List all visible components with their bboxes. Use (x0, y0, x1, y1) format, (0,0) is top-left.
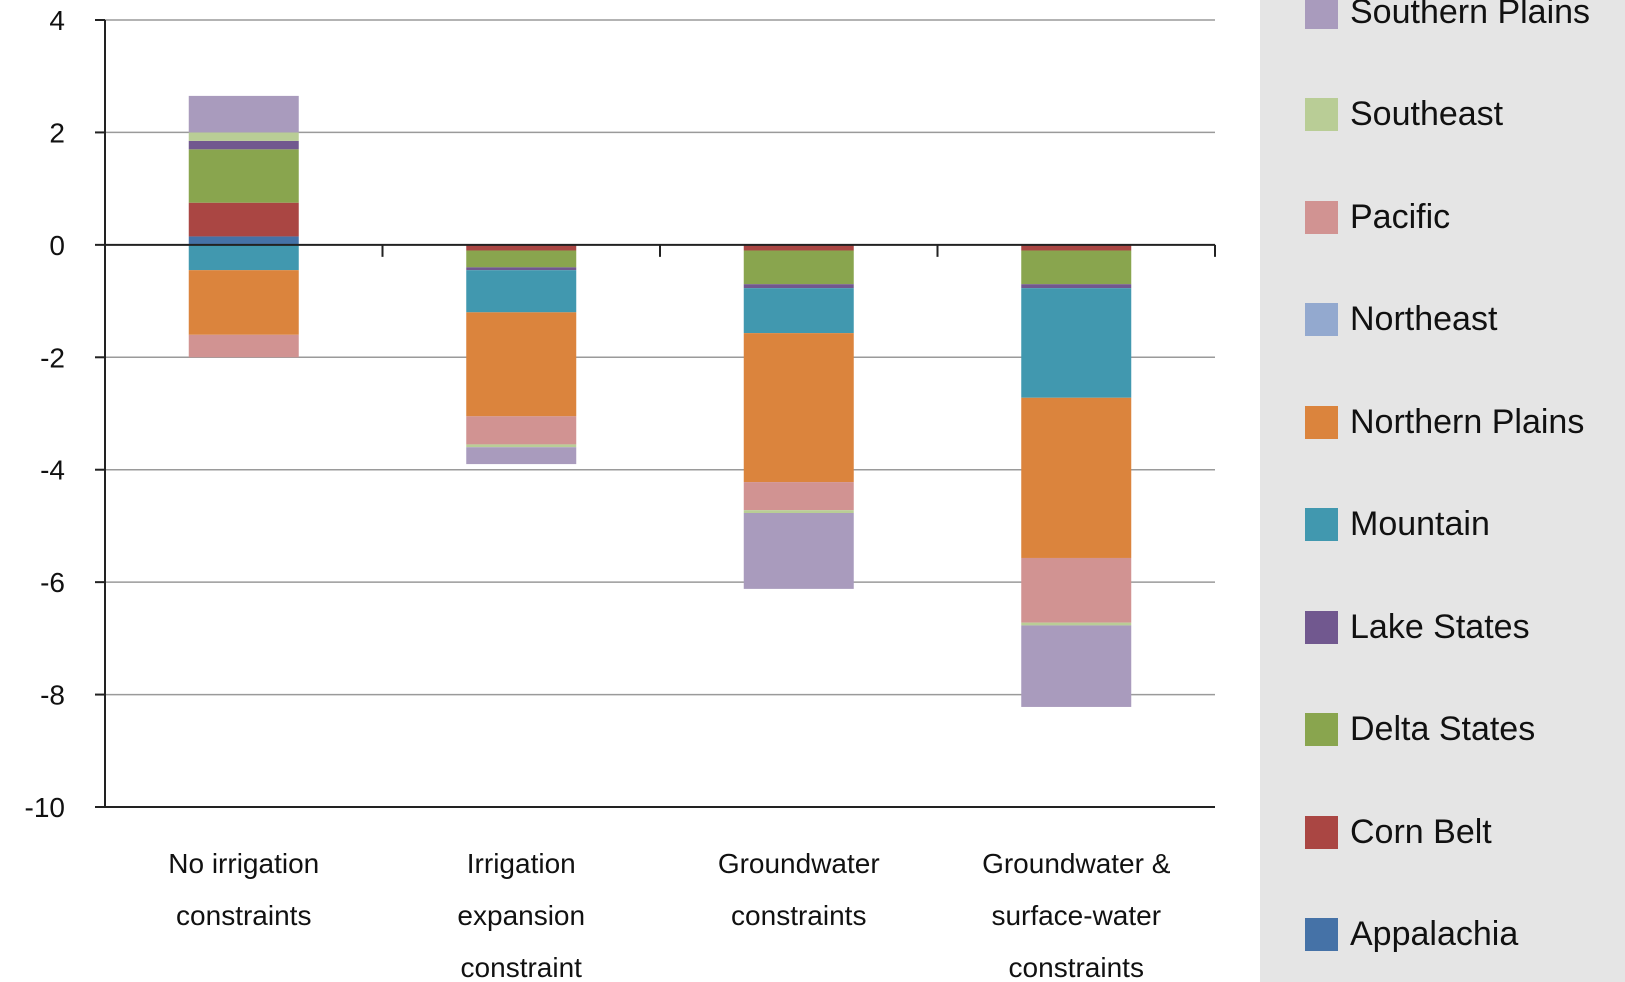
legend-item-delta-states: Delta States (1305, 710, 1535, 750)
bar-segment-southern-plains (1021, 625, 1132, 707)
x-category-label: expansion (457, 900, 585, 931)
y-tick-label: -10 (25, 792, 65, 823)
legend-item-pacific: Pacific (1305, 197, 1450, 237)
bar-segment-lake-states (188, 140, 299, 150)
x-category-label: constraints (176, 900, 311, 931)
bar-segment-lake-states (1021, 284, 1132, 289)
bar-segment-corn-belt (188, 202, 299, 237)
bar-segment-northern-plains (188, 270, 299, 335)
legend-label: Northern Plains (1350, 402, 1585, 441)
legend-swatch (1305, 98, 1338, 131)
legend: Southern Plains Southeast Pacific Northeast… (1260, 0, 1625, 982)
bar-segment-pacific (1021, 557, 1132, 623)
bar-segment-southern-plains (188, 95, 299, 133)
x-category-label: constraints (1009, 952, 1144, 982)
bar-segment-pacific (743, 482, 854, 511)
bar-segment-pacific (188, 334, 299, 358)
legend-swatch (1305, 918, 1338, 951)
bar-segment-lake-states (743, 284, 854, 289)
legend-label: Lake States (1350, 607, 1530, 646)
legend-item-mountain: Mountain (1305, 505, 1490, 545)
legend-item-northeast: Northeast (1305, 300, 1497, 340)
legend-label: Appalachia (1350, 915, 1519, 953)
bar-segment-northern-plains (1021, 397, 1132, 558)
bar-segment-mountain (1021, 288, 1132, 398)
y-tick-label: 0 (49, 230, 65, 261)
legend-label: Delta States (1350, 710, 1536, 748)
legend-item-southern-plains: Southern Plains (1305, 0, 1590, 32)
bar-segment-delta-states (188, 149, 299, 203)
bar-segment-mountain (188, 244, 299, 271)
legend-swatch (1305, 713, 1338, 746)
y-tick-label: -8 (40, 680, 65, 711)
bar-segment-southeast (188, 132, 299, 141)
bar-segment-mountain (743, 288, 854, 334)
bar-segment-mountain (466, 270, 577, 313)
bar-segment-southern-plains (466, 447, 577, 465)
legend-item-corn-belt: Corn Belt (1305, 812, 1492, 852)
bar-segment-corn-belt (1021, 244, 1132, 251)
bar-segment-southeast (743, 510, 854, 513)
y-tick-label: 2 (49, 117, 65, 148)
bar-segment-pacific (466, 416, 577, 445)
bar-segment-corn-belt (466, 244, 577, 251)
legend-swatch (1305, 610, 1338, 644)
x-category-label: constraint (461, 952, 583, 982)
bar-segment-lake-states (466, 267, 577, 271)
legend-swatch (1305, 508, 1338, 541)
legend-item-northern-plains: Northern Plains (1305, 402, 1584, 442)
legend-item-southeast: Southeast (1305, 95, 1503, 135)
x-category-label: Groundwater & (982, 848, 1171, 879)
bar-segment-delta-states (743, 250, 854, 285)
legend-swatch (1305, 200, 1338, 234)
legend-item-appalachia: Appalachia (1305, 915, 1518, 955)
bar-segment-northern-plains (743, 333, 854, 483)
bar-segment-northern-plains (466, 312, 577, 417)
legend-swatch (1305, 405, 1338, 439)
x-category-label: No irrigation (168, 848, 319, 879)
legend-item-lake-states: Lake States (1305, 607, 1530, 647)
x-category-label: surface-water (991, 900, 1161, 931)
x-category-label: Irrigation (467, 848, 576, 879)
legend-label: Northeast (1350, 300, 1498, 338)
x-category-label: constraints (731, 900, 866, 931)
y-tick-label: -2 (40, 342, 65, 373)
bar-segment-southeast (466, 444, 577, 448)
y-tick-label: -6 (40, 567, 65, 598)
legend-label: Southeast (1350, 95, 1504, 133)
legend-label: Mountain (1350, 505, 1490, 543)
legend-swatch (1305, 303, 1338, 336)
bar-segment-corn-belt (743, 244, 854, 251)
legend-swatch (1305, 815, 1338, 849)
bar-segment-delta-states (466, 250, 577, 268)
bar-segment-southern-plains (743, 512, 854, 589)
bar-segment-delta-states (1021, 250, 1132, 285)
legend-label: Corn Belt (1350, 812, 1492, 851)
x-category-label: Groundwater (718, 848, 880, 879)
y-tick-label: 4 (49, 5, 65, 36)
legend-label: Pacific (1350, 197, 1451, 236)
y-tick-label: -4 (40, 455, 65, 486)
legend-swatch (1305, 0, 1338, 29)
legend-label: Southern Plains (1350, 0, 1591, 31)
bar-segment-appalachia (188, 236, 299, 245)
bar-segment-southeast (1021, 622, 1132, 626)
